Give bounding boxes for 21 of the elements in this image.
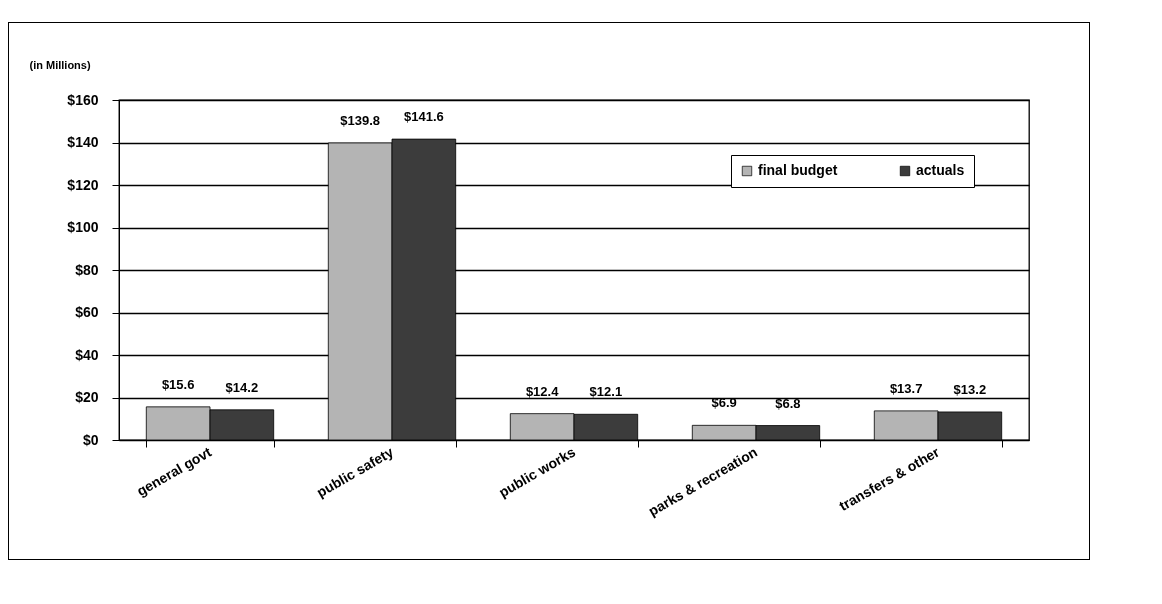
data-label: $141.6 [403,109,444,125]
y-tick-label: $120 [67,176,99,193]
y-tick-label: $40 [75,346,99,363]
y-tick-label: $140 [67,134,99,150]
data-label: $12.1 [589,384,623,400]
data-label: $13.2 [953,381,987,397]
data-label: $14.2 [225,379,259,395]
data-label: $15.6 [161,376,195,392]
y-tick-label: $80 [75,261,99,278]
y-axis-title: (in Millions) [29,58,91,71]
data-label: $139.8 [340,112,381,128]
y-tick-label: $20 [75,389,99,405]
legend-label: final budget [758,162,838,178]
data-label: $6.8 [775,395,801,411]
y-tick-label: $100 [67,219,99,235]
data-label: $13.7 [889,380,923,396]
data-label: $12.4 [525,383,560,399]
y-tick-label: $60 [75,304,99,320]
y-tick-label: $160 [67,91,99,108]
legend-label: actuals [916,162,965,178]
y-tick-label: $0 [82,431,99,448]
